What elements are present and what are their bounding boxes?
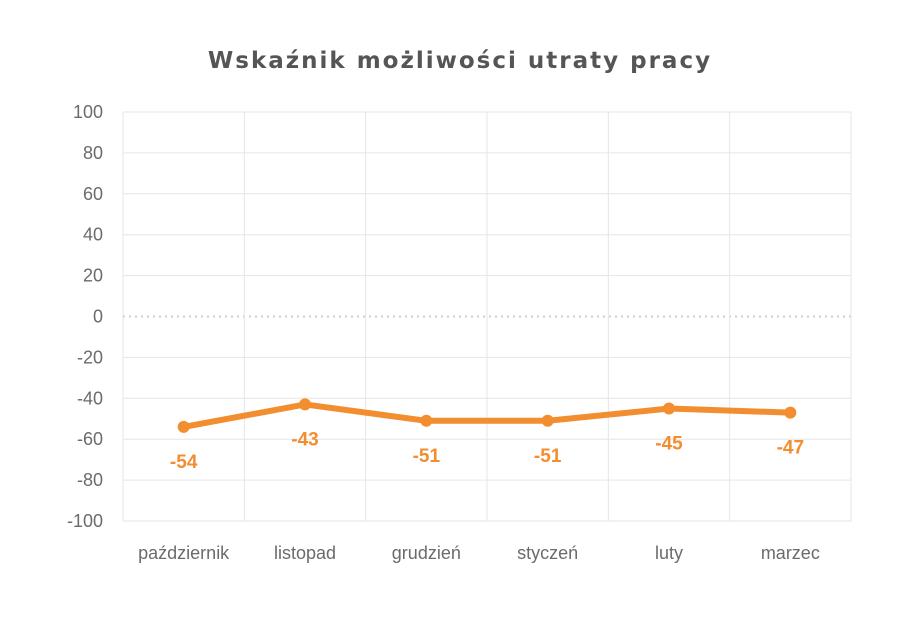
x-tick-label: grudzień (392, 543, 461, 563)
data-label: -51 (534, 446, 562, 467)
data-label: -43 (291, 429, 318, 450)
data-label: -45 (655, 434, 683, 455)
chart-title: Wskaźnik możliwości utraty pracy (207, 48, 713, 74)
y-tick-label: 0 (93, 307, 103, 327)
y-tick-label: 100 (73, 102, 103, 122)
series-layer (177, 398, 797, 433)
y-tick-label: -80 (77, 470, 103, 490)
y-tick-label: -40 (77, 388, 103, 408)
data-labels: -54 -43 -51 -51 -45 -47 (170, 429, 804, 472)
x-tick-label: marzec (761, 543, 820, 563)
y-tick-label: -60 (77, 429, 103, 449)
x-tick-label: październik (138, 543, 230, 563)
data-point (663, 402, 675, 415)
y-tick-label: 60 (83, 184, 103, 204)
data-point (177, 420, 190, 433)
series-line (180, 401, 794, 430)
grid-layer (122, 111, 852, 522)
y-axis-ticks: 100 80 60 40 20 0 -20 -40 -60 -80 -100 (67, 102, 103, 531)
y-tick-label: 40 (83, 225, 103, 245)
x-axis-ticks: październik listopad grudzień styczeń luty ma… (138, 543, 820, 563)
data-point (784, 406, 797, 419)
data-point (299, 398, 311, 411)
y-tick-label: 80 (83, 143, 103, 163)
y-tick-label: -100 (67, 511, 103, 531)
data-label: -54 (170, 452, 198, 473)
data-label: -51 (413, 446, 441, 467)
y-tick-label: 20 (83, 266, 103, 286)
data-label: -47 (777, 438, 804, 459)
x-tick-label: luty (655, 543, 683, 563)
x-tick-label: listopad (274, 543, 336, 563)
y-tick-label: -20 (77, 347, 103, 367)
data-point (420, 414, 433, 427)
data-point (541, 414, 554, 427)
x-tick-label: styczeń (517, 543, 578, 563)
